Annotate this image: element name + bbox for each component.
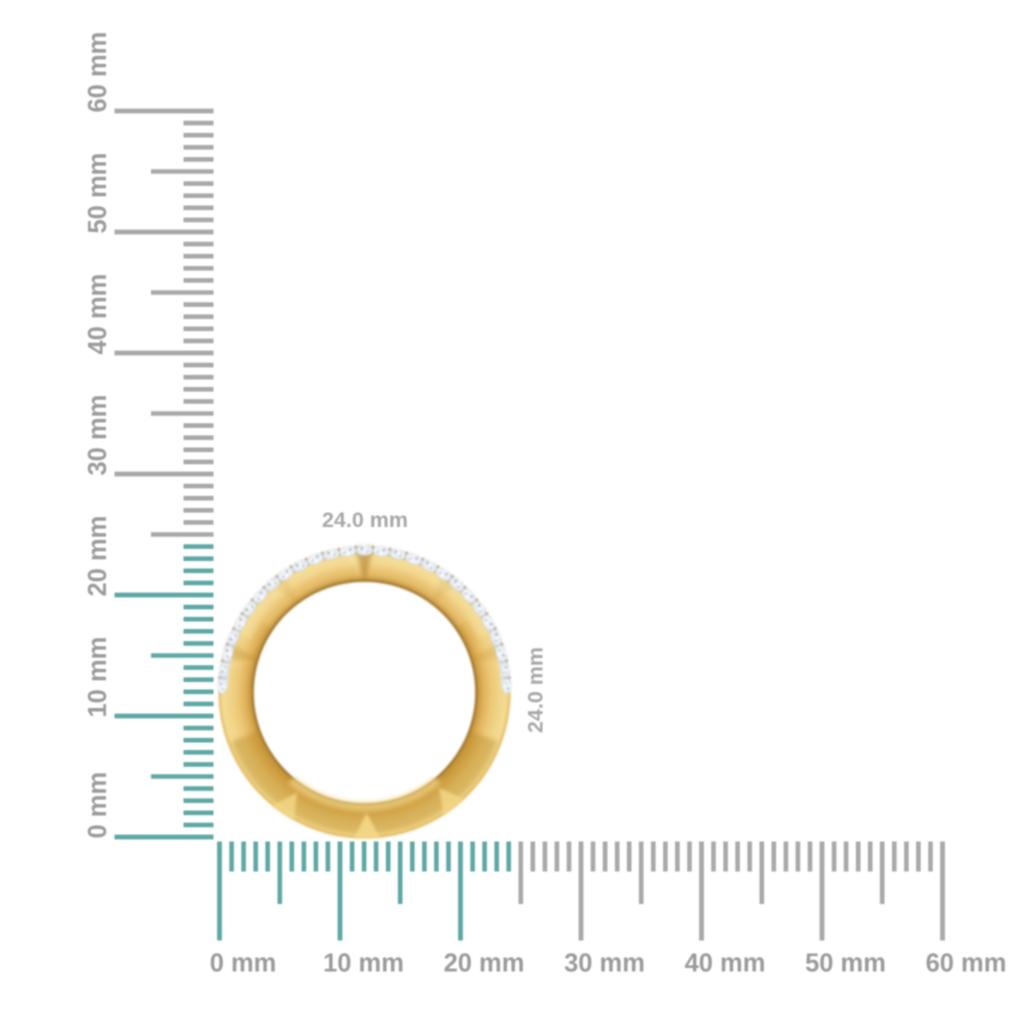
svg-text:20 mm: 20 mm	[84, 516, 112, 597]
svg-text:24.0 mm: 24.0 mm	[322, 508, 408, 532]
svg-text:20 mm: 20 mm	[444, 950, 525, 978]
svg-text:30 mm: 30 mm	[84, 395, 112, 476]
svg-text:50 mm: 50 mm	[84, 153, 112, 234]
svg-text:30 mm: 30 mm	[564, 950, 645, 978]
svg-text:0 mm: 0 mm	[84, 772, 112, 839]
svg-text:10 mm: 10 mm	[84, 637, 112, 718]
svg-text:50 mm: 50 mm	[805, 950, 886, 978]
svg-text:60 mm: 60 mm	[84, 32, 112, 113]
svg-text:0 mm: 0 mm	[210, 950, 277, 978]
svg-text:40 mm: 40 mm	[84, 274, 112, 355]
svg-text:24.0 mm: 24.0 mm	[524, 647, 548, 733]
svg-text:10 mm: 10 mm	[323, 950, 404, 978]
svg-text:60 mm: 60 mm	[926, 950, 1007, 978]
svg-text:40 mm: 40 mm	[685, 950, 766, 978]
